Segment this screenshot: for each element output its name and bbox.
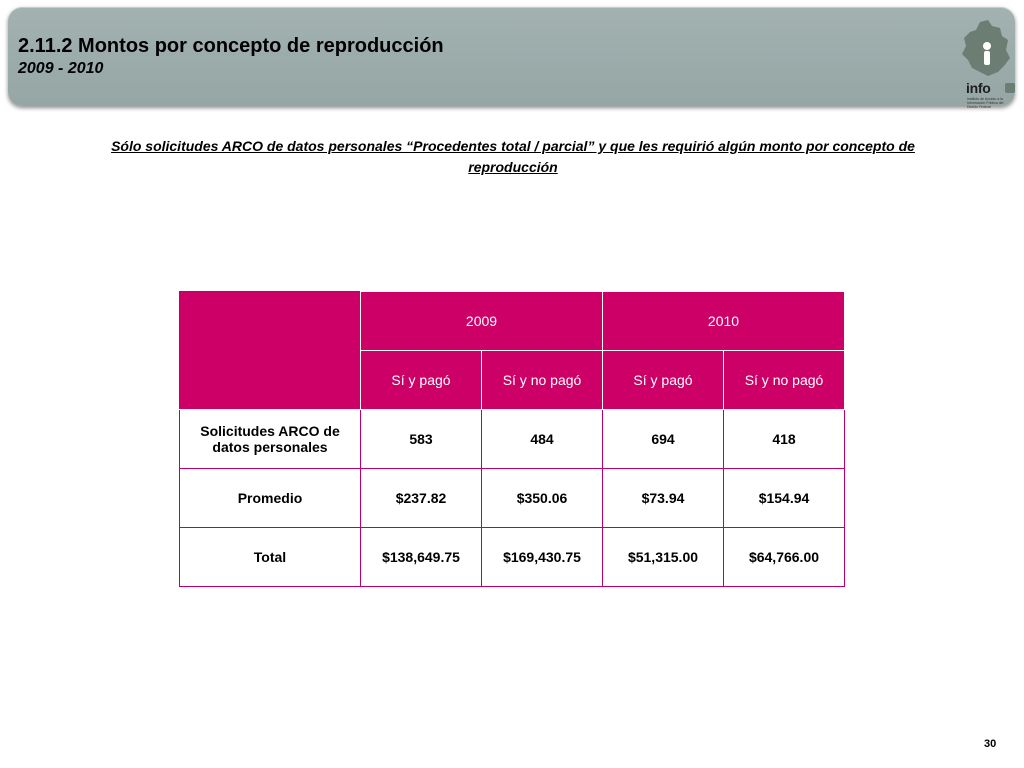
table-note: Sólo solicitudes ARCO de datos personale… — [111, 138, 915, 175]
montos-table: 2009 2010 Sí y pagó Sí y no pagó Sí y pa… — [179, 291, 845, 587]
table-cell: $237.82 — [360, 468, 482, 528]
table-cell: 694 — [602, 409, 724, 469]
table-cell: 583 — [360, 409, 482, 469]
table-cell: $51,315.00 — [602, 527, 724, 587]
table-cell: $73.94 — [602, 468, 724, 528]
row-label: Total — [179, 527, 361, 587]
table-cell: $350.06 — [481, 468, 603, 528]
page-title: 2.11.2 Montos por concepto de reproducci… — [18, 35, 444, 57]
table-cell: 484 — [481, 409, 603, 469]
subheader-cell: Sí y no pagó — [723, 350, 845, 410]
table-cell: $154.94 — [723, 468, 845, 528]
logo-wordmark: info — [966, 80, 991, 96]
table-row: Promedio $237.82 $350.06 $73.94 $154.94 — [179, 468, 845, 528]
row-label: Solicitudes ARCO de datos personales — [179, 409, 361, 469]
page-subtitle: 2009 - 2010 — [18, 60, 104, 77]
table-row: Solicitudes ARCO de datos personales 583… — [179, 409, 845, 469]
year-header-2009: 2009 — [360, 291, 603, 351]
table-header-row-years: 2009 2010 — [179, 291, 845, 410]
table-cell: 418 — [723, 409, 845, 469]
map-emblem-icon — [962, 20, 1010, 76]
table-cell: $169,430.75 — [481, 527, 603, 587]
table-header-row-subheaders: Sí y pagó Sí y no pagó Sí y pagó Sí y no… — [180, 350, 845, 410]
subheader-cell: Sí y pagó — [602, 350, 724, 410]
infodf-logo: info Instituto de Acceso a la Informació… — [958, 20, 1020, 110]
page-number: 30 — [984, 738, 997, 750]
subheader-cell: Sí y no pagó — [481, 350, 603, 410]
table-corner-cell — [179, 291, 361, 410]
row-label: Promedio — [179, 468, 361, 528]
logo-subtext: Instituto de Acceso a la Información Púb… — [967, 97, 1004, 109]
table-row: Total $138,649.75 $169,430.75 $51,315.00… — [179, 527, 845, 587]
header-bar: 2.11.2 Montos por concepto de reproducci… — [8, 7, 1015, 109]
logo-badge-icon — [1005, 83, 1015, 93]
subheader-cell: Sí y pagó — [360, 350, 482, 410]
table-cell: $64,766.00 — [723, 527, 845, 587]
year-header-2010: 2010 — [602, 291, 845, 351]
table-cell: $138,649.75 — [360, 527, 482, 587]
